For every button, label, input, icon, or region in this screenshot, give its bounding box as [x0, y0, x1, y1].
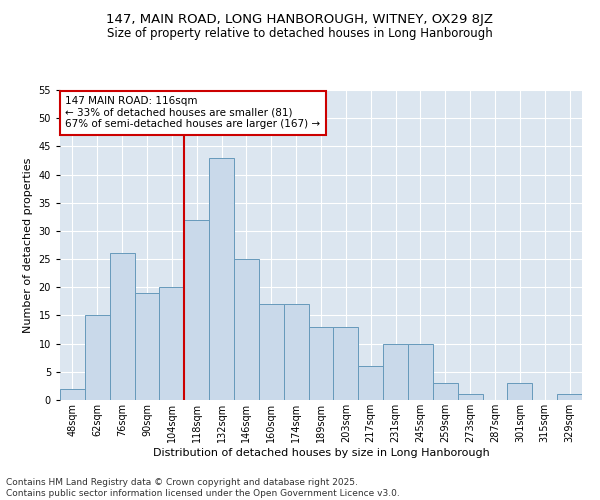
Bar: [234, 259, 259, 400]
Bar: [508, 383, 532, 400]
Bar: [134, 293, 160, 400]
Bar: [160, 288, 184, 400]
Bar: [334, 326, 358, 400]
Bar: [110, 254, 134, 400]
Bar: [408, 344, 433, 400]
X-axis label: Distribution of detached houses by size in Long Hanborough: Distribution of detached houses by size …: [152, 448, 490, 458]
Bar: [358, 366, 383, 400]
Bar: [209, 158, 234, 400]
Bar: [383, 344, 408, 400]
Text: 147 MAIN ROAD: 116sqm
← 33% of detached houses are smaller (81)
67% of semi-deta: 147 MAIN ROAD: 116sqm ← 33% of detached …: [65, 96, 320, 130]
Bar: [259, 304, 284, 400]
Bar: [85, 316, 110, 400]
Y-axis label: Number of detached properties: Number of detached properties: [23, 158, 33, 332]
Text: Size of property relative to detached houses in Long Hanborough: Size of property relative to detached ho…: [107, 28, 493, 40]
Bar: [458, 394, 482, 400]
Text: Contains HM Land Registry data © Crown copyright and database right 2025.
Contai: Contains HM Land Registry data © Crown c…: [6, 478, 400, 498]
Bar: [60, 388, 85, 400]
Text: 147, MAIN ROAD, LONG HANBOROUGH, WITNEY, OX29 8JZ: 147, MAIN ROAD, LONG HANBOROUGH, WITNEY,…: [107, 12, 493, 26]
Bar: [433, 383, 458, 400]
Bar: [184, 220, 209, 400]
Bar: [557, 394, 582, 400]
Bar: [284, 304, 308, 400]
Bar: [308, 326, 334, 400]
